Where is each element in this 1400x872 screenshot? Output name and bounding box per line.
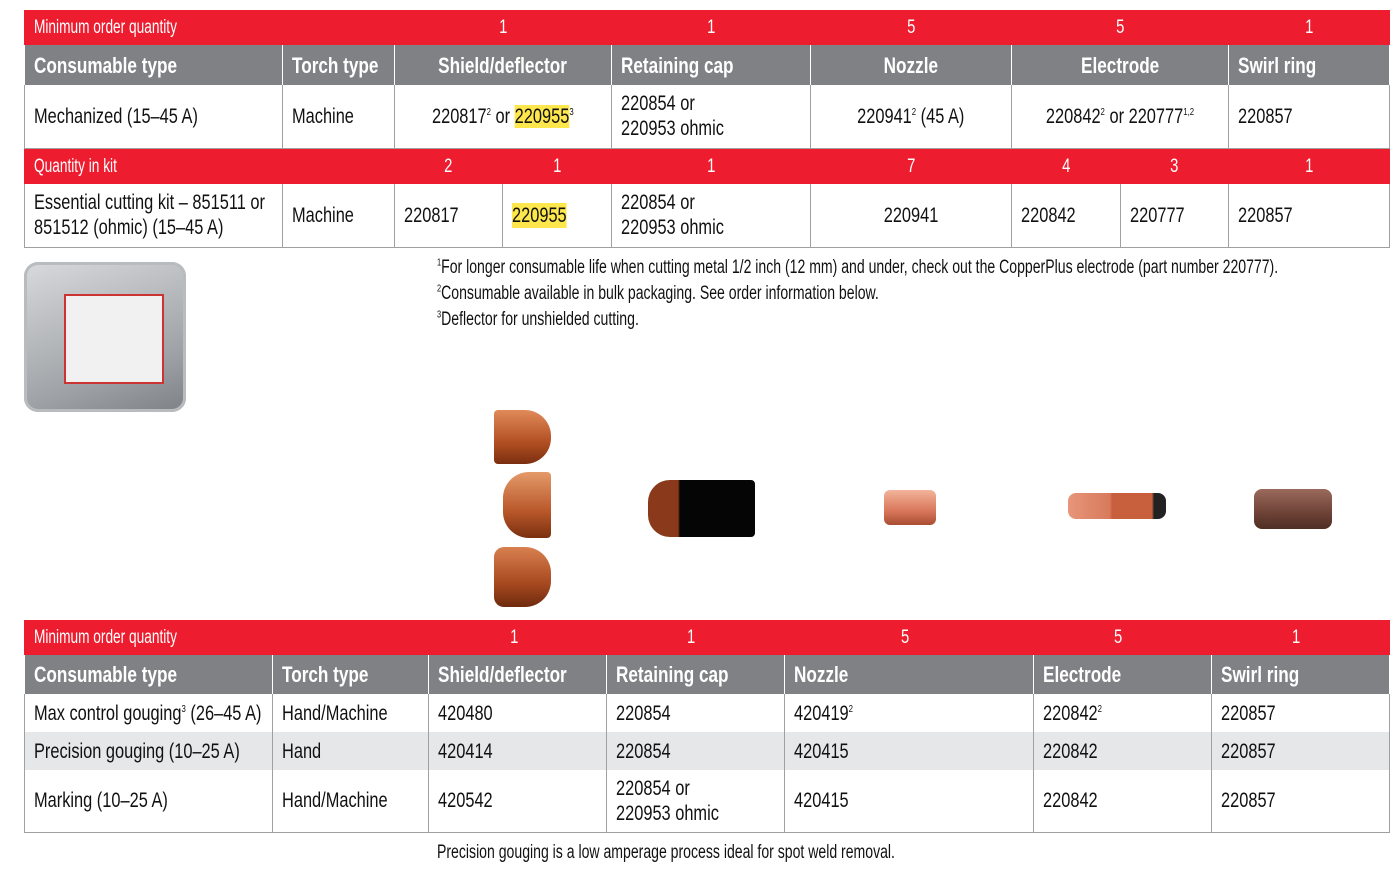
kit-qty: 2 xyxy=(444,155,453,177)
electrode-part: 220842 xyxy=(1043,789,1098,813)
column-header: Swirl ring xyxy=(1221,662,1300,687)
kit-qty: 7 xyxy=(906,155,916,177)
torch-type: Machine xyxy=(292,104,354,128)
swirl-ring-part: 220857 xyxy=(1238,203,1293,227)
kit-quantity-row: Quantity in kit 2 1 1 7 4 3 1 xyxy=(24,148,1391,184)
torch-type: Machine xyxy=(292,203,354,227)
electrode-part: 220777 xyxy=(1130,203,1185,227)
column-header: Nozzle xyxy=(883,52,939,78)
shield-part: 2208172 or 2209553 xyxy=(432,104,574,128)
column-header: Retaining cap xyxy=(621,52,734,78)
column-header: Electrode xyxy=(1080,52,1160,78)
shield-image xyxy=(494,410,551,464)
table-row: Essential cutting kit – 851511 or 851512 … xyxy=(24,184,1391,248)
footnote-2: 2Consumable available in bulk packaging.… xyxy=(437,283,879,304)
electrode-part: 2208422 or 2207771,2 xyxy=(1045,104,1195,128)
moq-label: Minimum order quantity xyxy=(34,17,177,38)
moq-value: 5 xyxy=(901,627,910,648)
shield-part: 420480 xyxy=(438,701,493,725)
moq-value: 1 xyxy=(706,17,716,38)
nozzle-part: 420415 xyxy=(794,739,849,763)
table-row: Marking (10–25 A) Hand/Machine 420542 22… xyxy=(24,770,1390,833)
electrode-image xyxy=(1068,493,1166,519)
moq-value: 5 xyxy=(1114,627,1123,648)
torch-type: Hand/Machine xyxy=(282,701,388,725)
moq-row: Minimum order quantity 1 1 5 5 1 xyxy=(24,620,1390,655)
nozzle-part: 2209412 (45 A) xyxy=(857,104,965,128)
column-header: Torch type xyxy=(292,52,379,78)
moq-label: Minimum order quantity xyxy=(34,627,177,648)
column-header: Retaining cap xyxy=(616,662,729,687)
consumable-type: Mechanized (15–45 A) xyxy=(34,104,198,128)
swirl-ring-image xyxy=(1254,489,1332,529)
kit-qty: 4 xyxy=(1061,155,1071,177)
gouging-note: Precision gouging is a low amperage proc… xyxy=(437,842,895,863)
shield-part: 420542 xyxy=(438,789,493,813)
kit-qty: 3 xyxy=(1170,155,1179,177)
moq-value: 1 xyxy=(510,627,519,648)
nozzle-part: 4204192 xyxy=(794,701,853,725)
nozzle-part: 220941 xyxy=(883,203,939,227)
kit-quantity-label: Quantity in kit xyxy=(34,155,117,177)
table-row: Max control gouging3 (26–45 A) Hand/Mach… xyxy=(24,694,1390,732)
kit-qty: 1 xyxy=(552,155,562,177)
swirl-ring-part: 220857 xyxy=(1221,789,1276,813)
moq-value: 1 xyxy=(1304,17,1314,38)
consumable-type: Precision gouging (10–25 A) xyxy=(34,739,240,763)
column-header: Nozzle xyxy=(794,662,849,687)
electrode-part: 220842 xyxy=(1021,203,1076,227)
header-row: Consumable type Torch type Shield/deflec… xyxy=(24,45,1391,85)
mechanized-consumables-table: Minimum order quantity 1 1 5 5 1 Consuma… xyxy=(24,10,1391,248)
deflector-image xyxy=(494,547,551,607)
kit-qty: 1 xyxy=(1304,155,1314,177)
footnote-1: 1For longer consumable life when cutting… xyxy=(437,257,1279,278)
nozzle-part: 420415 xyxy=(794,789,849,813)
shield-part: 220955 xyxy=(512,202,567,228)
consumable-type: Essential cutting kit – 851511 or 851512 … xyxy=(34,191,265,240)
retaining-cap-part: 220854 or 220953 ohmic xyxy=(621,191,724,240)
retaining-cap-part: 220854 or 220953 ohmic xyxy=(621,92,724,141)
column-header: Shield/deflector xyxy=(438,52,568,78)
header-row: Consumable type Torch type Shield/deflec… xyxy=(24,655,1390,694)
swirl-ring-part: 220857 xyxy=(1238,104,1293,128)
electrode-part: 2208422 xyxy=(1043,701,1102,725)
moq-value: 5 xyxy=(906,17,916,38)
table-row: Mechanized (15–45 A) Machine 2208172 or … xyxy=(24,85,1391,149)
kit-qty: 1 xyxy=(706,155,716,177)
moq-value: 5 xyxy=(1115,17,1125,38)
column-header: Torch type xyxy=(282,662,369,687)
consumable-type: Marking (10–25 A) xyxy=(34,789,168,813)
moq-row: Minimum order quantity 1 1 5 5 1 xyxy=(24,10,1391,45)
moq-value: 1 xyxy=(687,627,696,648)
table-row: Precision gouging (10–25 A) Hand 420414 … xyxy=(24,732,1390,770)
column-header: Swirl ring xyxy=(1238,52,1317,78)
retaining-cap-part: 220854 or 220953 ohmic xyxy=(616,776,719,825)
torch-type: Hand xyxy=(282,739,322,763)
shield-part: 420414 xyxy=(438,739,493,763)
retaining-cap-image xyxy=(648,480,755,537)
swirl-ring-part: 220857 xyxy=(1221,739,1276,763)
nozzle-image xyxy=(884,490,936,525)
column-header: Electrode xyxy=(1043,662,1122,687)
column-header: Consumable type xyxy=(34,662,178,687)
cutting-kit-case-image xyxy=(24,262,186,412)
shield-part: 220817 xyxy=(404,203,459,227)
electrode-part: 220842 xyxy=(1043,739,1098,763)
gouging-marking-table: Minimum order quantity 1 1 5 5 1 Consuma… xyxy=(24,620,1390,833)
column-header: Shield/deflector xyxy=(438,662,567,687)
moq-value: 1 xyxy=(498,17,508,38)
retaining-cap-part: 220854 xyxy=(616,701,671,725)
moq-value: 1 xyxy=(1292,627,1301,648)
torch-type: Hand/Machine xyxy=(282,789,388,813)
swirl-ring-part: 220857 xyxy=(1221,701,1276,725)
shield-image xyxy=(503,472,551,538)
retaining-cap-part: 220854 xyxy=(616,739,671,763)
column-header: Consumable type xyxy=(34,52,178,78)
consumable-type: Max control gouging3 (26–45 A) xyxy=(34,701,262,725)
footnote-3: 3Deflector for unshielded cutting. xyxy=(437,309,639,330)
